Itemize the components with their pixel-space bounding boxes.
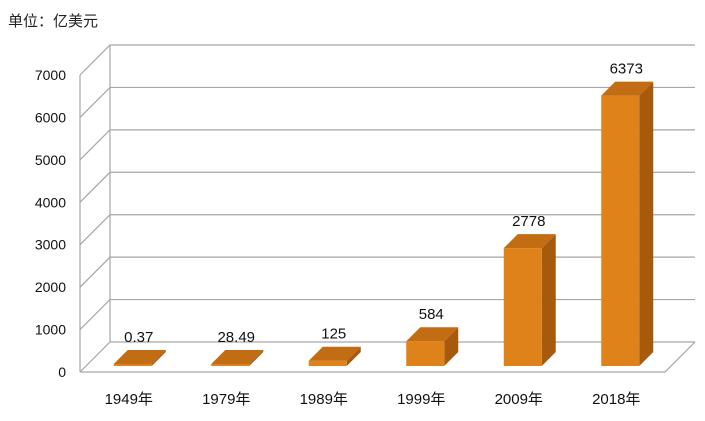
bar xyxy=(113,364,152,366)
x-tick-label: 1949年 xyxy=(105,391,153,408)
x-tick-label: 1989年 xyxy=(300,391,348,408)
data-label: 6373 xyxy=(610,61,643,78)
bar-side xyxy=(249,350,264,366)
y-tick-label: 1000 xyxy=(35,322,66,338)
y-tick-label: 7000 xyxy=(35,67,66,83)
bar xyxy=(406,341,445,366)
y-tick-label: 3000 xyxy=(35,237,66,253)
y-tick-label: 2000 xyxy=(35,279,66,295)
bar xyxy=(503,248,542,366)
y-tick-label: 0 xyxy=(58,364,66,380)
bar-side xyxy=(346,346,361,366)
x-tick-label: 1979年 xyxy=(202,391,250,408)
bar xyxy=(211,364,250,366)
bar-top xyxy=(406,327,459,342)
data-label: 2778 xyxy=(512,213,545,230)
data-label: 584 xyxy=(419,306,444,323)
x-tick-label: 2018年 xyxy=(592,391,640,408)
bar-top xyxy=(503,234,556,249)
data-label: 125 xyxy=(321,326,346,343)
bar-top xyxy=(308,346,361,361)
unit-label: 单位：亿美元 xyxy=(8,12,99,30)
y-tick-label: 6000 xyxy=(35,109,66,125)
bar-top xyxy=(601,81,654,96)
data-label: 28.49 xyxy=(217,329,255,346)
bar-top xyxy=(113,350,166,364)
y-tick-label: 4000 xyxy=(35,194,66,210)
bar xyxy=(601,95,640,366)
bar-side xyxy=(151,350,166,366)
bar xyxy=(308,360,347,366)
y-tick-label: 5000 xyxy=(35,152,66,168)
data-label: 0.37 xyxy=(124,329,153,346)
bar-side xyxy=(639,81,654,366)
bar-side xyxy=(541,234,556,366)
bar-top xyxy=(211,350,264,364)
floor-edge xyxy=(80,341,696,373)
x-tick-label: 2009年 xyxy=(495,391,543,408)
bar-side xyxy=(444,327,459,366)
x-tick-label: 1999年 xyxy=(397,391,445,408)
gridline xyxy=(79,44,695,76)
